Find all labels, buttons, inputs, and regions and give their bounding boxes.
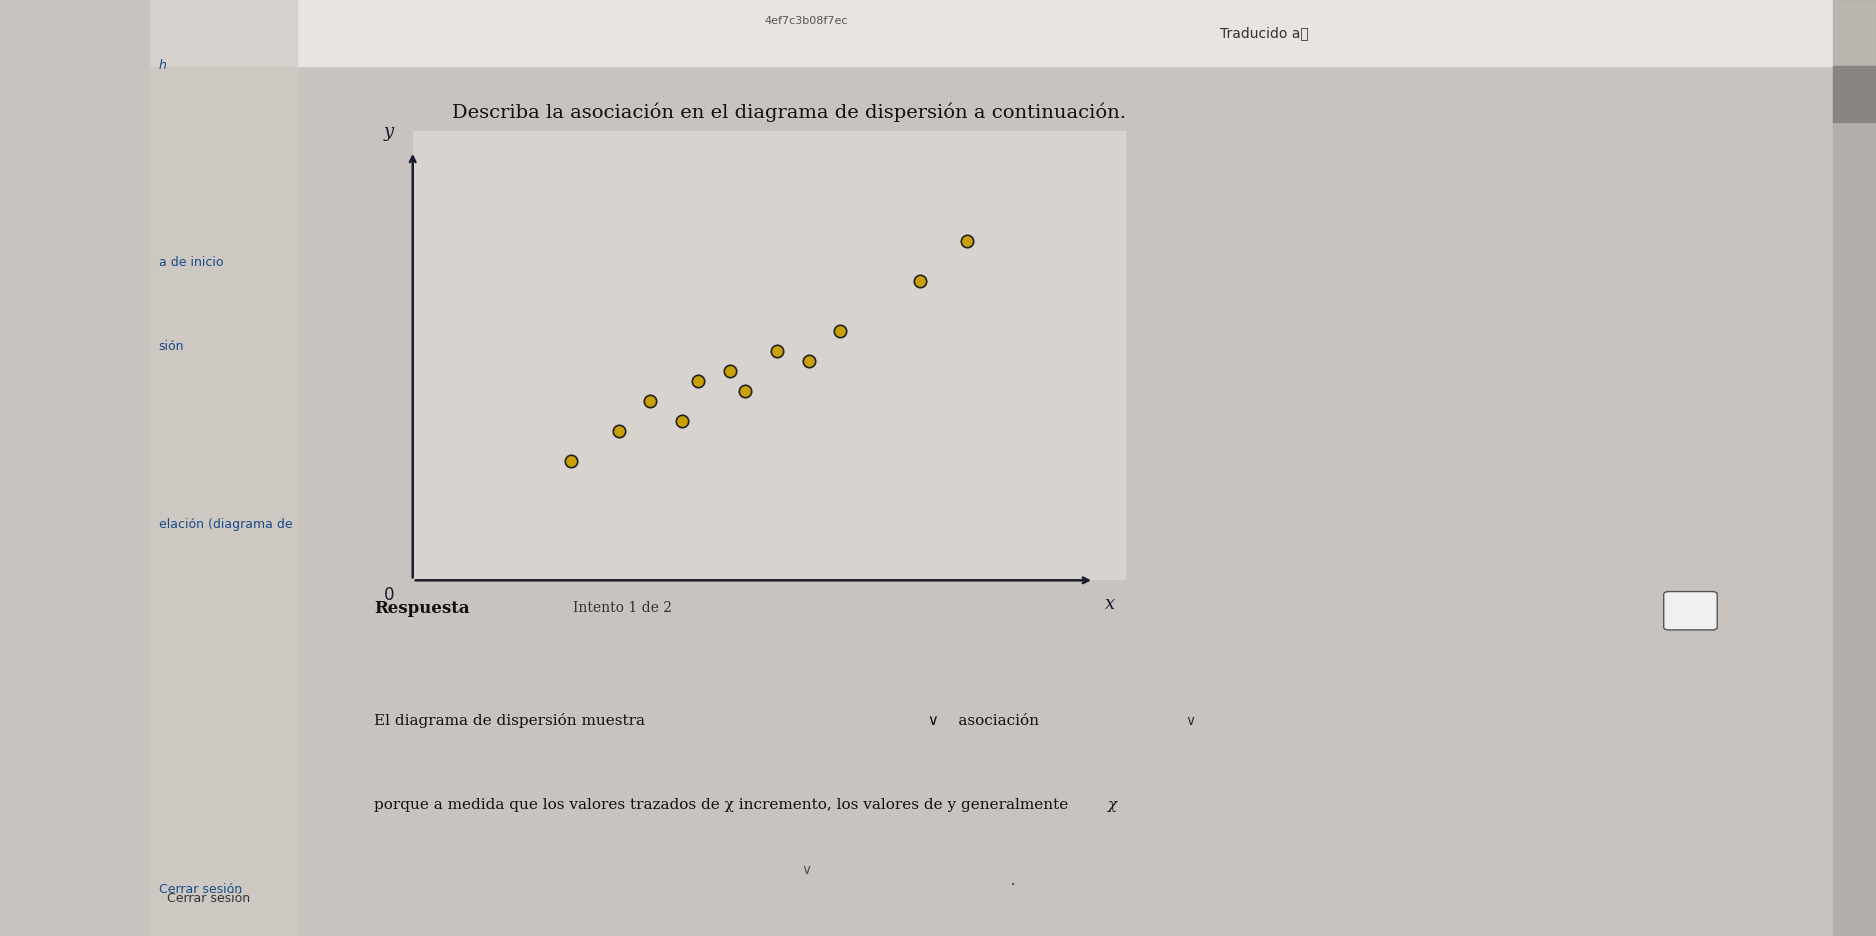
Text: Cerrar sesión: Cerrar sesión bbox=[167, 892, 251, 905]
Text: Cerrar sesión: Cerrar sesión bbox=[159, 883, 242, 896]
Point bbox=[555, 453, 585, 468]
Text: sión: sión bbox=[159, 340, 184, 353]
Text: ∨: ∨ bbox=[801, 864, 810, 877]
Point bbox=[683, 373, 713, 388]
Text: Intento 1 de 2: Intento 1 de 2 bbox=[572, 602, 672, 615]
Point bbox=[825, 323, 855, 338]
Text: χ: χ bbox=[1109, 798, 1118, 812]
Point bbox=[730, 383, 760, 398]
Point bbox=[715, 363, 745, 378]
Point bbox=[636, 393, 666, 408]
Point bbox=[953, 233, 983, 248]
Point bbox=[794, 353, 824, 368]
Text: El diagrama de dispersión muestra                                               : El diagrama de dispersión muestra bbox=[375, 713, 1039, 728]
Text: Describa la asociación en el diagrama de dispersión a continuación.: Describa la asociación en el diagrama de… bbox=[452, 103, 1126, 122]
Text: ∨: ∨ bbox=[1186, 714, 1195, 727]
Text: y: y bbox=[385, 123, 394, 141]
Text: Respuesta: Respuesta bbox=[375, 600, 471, 617]
Text: Traducido aあ: Traducido aあ bbox=[1219, 26, 1309, 39]
Point bbox=[904, 273, 934, 288]
Point bbox=[604, 423, 634, 438]
Text: elación (diagrama de: elación (diagrama de bbox=[159, 518, 293, 531]
Point bbox=[668, 413, 698, 428]
Text: x: x bbox=[1105, 595, 1114, 613]
Point bbox=[762, 344, 792, 358]
Text: h: h bbox=[159, 59, 167, 72]
Text: .: . bbox=[1009, 870, 1017, 889]
Text: a de inicio: a de inicio bbox=[159, 256, 223, 269]
Text: 0: 0 bbox=[385, 586, 394, 605]
FancyBboxPatch shape bbox=[1664, 592, 1717, 630]
Text: porque a medida que los valores trazados de χ incremento, los valores de y gener: porque a medida que los valores trazados… bbox=[375, 798, 1069, 812]
Text: 4ef7c3b08f7ec: 4ef7c3b08f7ec bbox=[764, 16, 848, 25]
